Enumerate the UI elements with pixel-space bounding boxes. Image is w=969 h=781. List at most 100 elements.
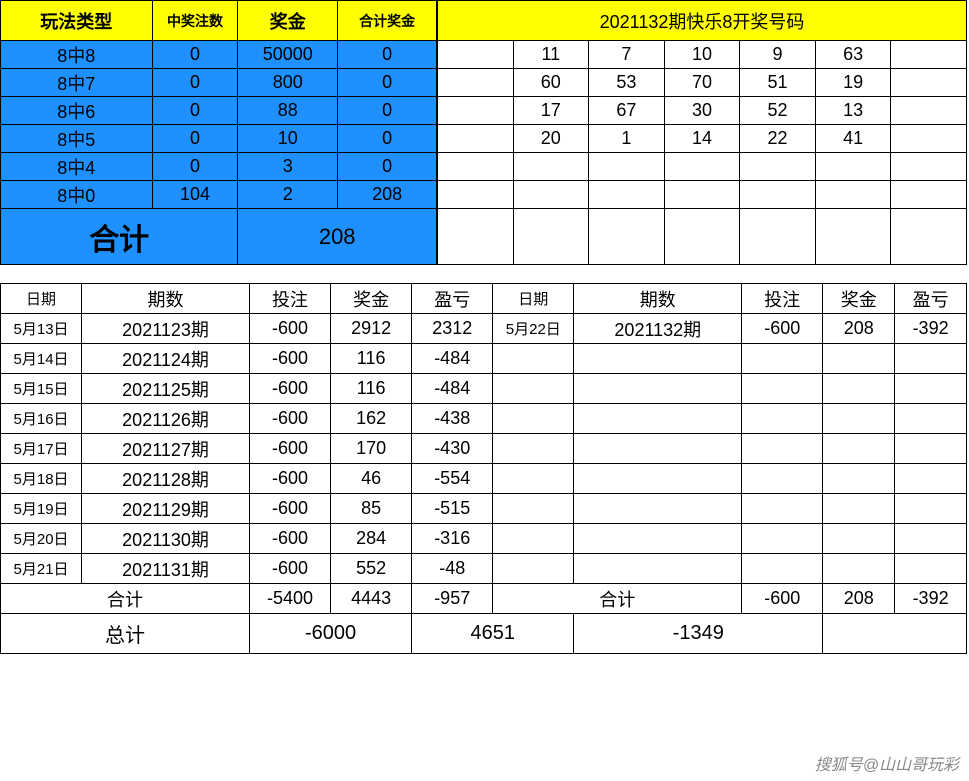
numbers-blank-cell	[438, 153, 514, 181]
daily-hdr-period1: 期数	[82, 284, 250, 314]
daily-cell: -48	[412, 554, 493, 584]
daily-cell: 2021123期	[82, 314, 250, 344]
daily-cell	[895, 524, 967, 554]
daily-cell: 2312	[412, 314, 493, 344]
numbers-cell-blank	[438, 41, 514, 69]
prize-cell-count: 0	[152, 97, 238, 125]
daily-cell	[895, 404, 967, 434]
numbers-blank-cell	[513, 181, 589, 209]
grand-pl: -1349	[574, 614, 823, 654]
daily-cell	[895, 434, 967, 464]
daily-cell	[742, 494, 823, 524]
grand-blank	[823, 614, 967, 654]
daily-cell: 2912	[331, 314, 412, 344]
daily-cell	[493, 464, 574, 494]
prize-row: 8中50100	[1, 125, 437, 153]
daily-cell	[742, 524, 823, 554]
prize-cell-count: 0	[152, 125, 238, 153]
numbers-cell: 19	[815, 69, 891, 97]
top-section: 玩法类型 中奖注数 奖金 合计奖金 8中805000008中7080008中60…	[0, 0, 967, 265]
daily-cell	[895, 374, 967, 404]
numbers-cell: 13	[815, 97, 891, 125]
subtotal-right-prize: 208	[823, 584, 895, 614]
numbers-cell: 67	[589, 97, 665, 125]
daily-cell: 5月15日	[1, 374, 82, 404]
daily-cell: 2021131期	[82, 554, 250, 584]
daily-cell	[742, 554, 823, 584]
numbers-cell: 10	[664, 41, 740, 69]
daily-row: 5月15日2021125期-600116-484	[1, 374, 967, 404]
daily-hdr-date2: 日期	[493, 284, 574, 314]
daily-cell	[493, 374, 574, 404]
daily-cell	[895, 464, 967, 494]
daily-cell	[574, 554, 742, 584]
numbers-blank-cell	[664, 181, 740, 209]
numbers-cell	[891, 69, 967, 97]
prize-table: 玩法类型 中奖注数 奖金 合计奖金 8中805000008中7080008中60…	[0, 0, 437, 265]
prize-cell-type: 8中8	[1, 41, 153, 69]
subtotal-left-bet: -5400	[250, 584, 331, 614]
numbers-cell	[891, 97, 967, 125]
daily-cell	[823, 464, 895, 494]
daily-row: 5月17日2021127期-600170-430	[1, 434, 967, 464]
daily-cell	[823, 344, 895, 374]
daily-cell	[823, 374, 895, 404]
numbers-blank-cell	[438, 209, 514, 265]
numbers-blank-cell	[589, 153, 665, 181]
prize-header-total: 合计奖金	[338, 1, 437, 41]
numbers-cell: 1	[589, 125, 665, 153]
numbers-cell: 7	[589, 41, 665, 69]
daily-cell: -600	[250, 554, 331, 584]
numbers-blank-cell	[664, 209, 740, 265]
numbers-cell: 14	[664, 125, 740, 153]
daily-hdr-prize1: 奖金	[331, 284, 412, 314]
daily-cell: -484	[412, 374, 493, 404]
numbers-blank-cell	[815, 209, 891, 265]
grand-label: 总计	[1, 614, 250, 654]
numbers-blank-cell	[891, 181, 967, 209]
daily-row: 5月18日2021128期-60046-554	[1, 464, 967, 494]
subtotal-right-bet: -600	[742, 584, 823, 614]
watermark-text: 搜狐号@山山哥玩彩	[815, 751, 959, 775]
daily-cell: 5月22日	[493, 314, 574, 344]
daily-cell: 162	[331, 404, 412, 434]
daily-cell	[895, 554, 967, 584]
daily-cell	[823, 404, 895, 434]
daily-cell: 85	[331, 494, 412, 524]
numbers-blank-row	[438, 153, 967, 181]
daily-cell	[823, 554, 895, 584]
daily-cell	[493, 524, 574, 554]
daily-row: 5月13日2021123期-600291223125月22日2021132期-6…	[1, 314, 967, 344]
prize-header-count: 中奖注数	[152, 1, 238, 41]
prize-header-prize: 奖金	[238, 1, 338, 41]
daily-cell	[823, 434, 895, 464]
daily-table: 日期 期数 投注 奖金 盈亏 日期 期数 投注 奖金 盈亏 5月13日20211…	[0, 283, 967, 654]
daily-cell	[574, 404, 742, 434]
daily-cell	[493, 434, 574, 464]
daily-cell: 5月21日	[1, 554, 82, 584]
prize-cell-total: 0	[338, 41, 437, 69]
prize-cell-total: 0	[338, 125, 437, 153]
prize-row: 8中708000	[1, 69, 437, 97]
prize-cell-count: 0	[152, 69, 238, 97]
prize-cell-count: 104	[152, 181, 238, 209]
daily-cell: 5月17日	[1, 434, 82, 464]
daily-cell: -484	[412, 344, 493, 374]
daily-cell	[742, 404, 823, 434]
daily-cell	[574, 494, 742, 524]
prize-cell-count: 0	[152, 41, 238, 69]
daily-cell: 2021129期	[82, 494, 250, 524]
daily-cell: 46	[331, 464, 412, 494]
prize-cell-type: 8中6	[1, 97, 153, 125]
daily-cell: 5月14日	[1, 344, 82, 374]
prize-sum-value: 208	[238, 209, 437, 265]
prize-sum-label: 合计	[1, 209, 238, 265]
numbers-cell	[891, 41, 967, 69]
daily-cell: -600	[250, 464, 331, 494]
daily-cell: 116	[331, 344, 412, 374]
numbers-blank-cell	[740, 209, 816, 265]
prize-cell-type: 8中0	[1, 181, 153, 209]
daily-cell: -600	[250, 524, 331, 554]
daily-cell: 2021132期	[574, 314, 742, 344]
grand-prize: 4651	[412, 614, 574, 654]
